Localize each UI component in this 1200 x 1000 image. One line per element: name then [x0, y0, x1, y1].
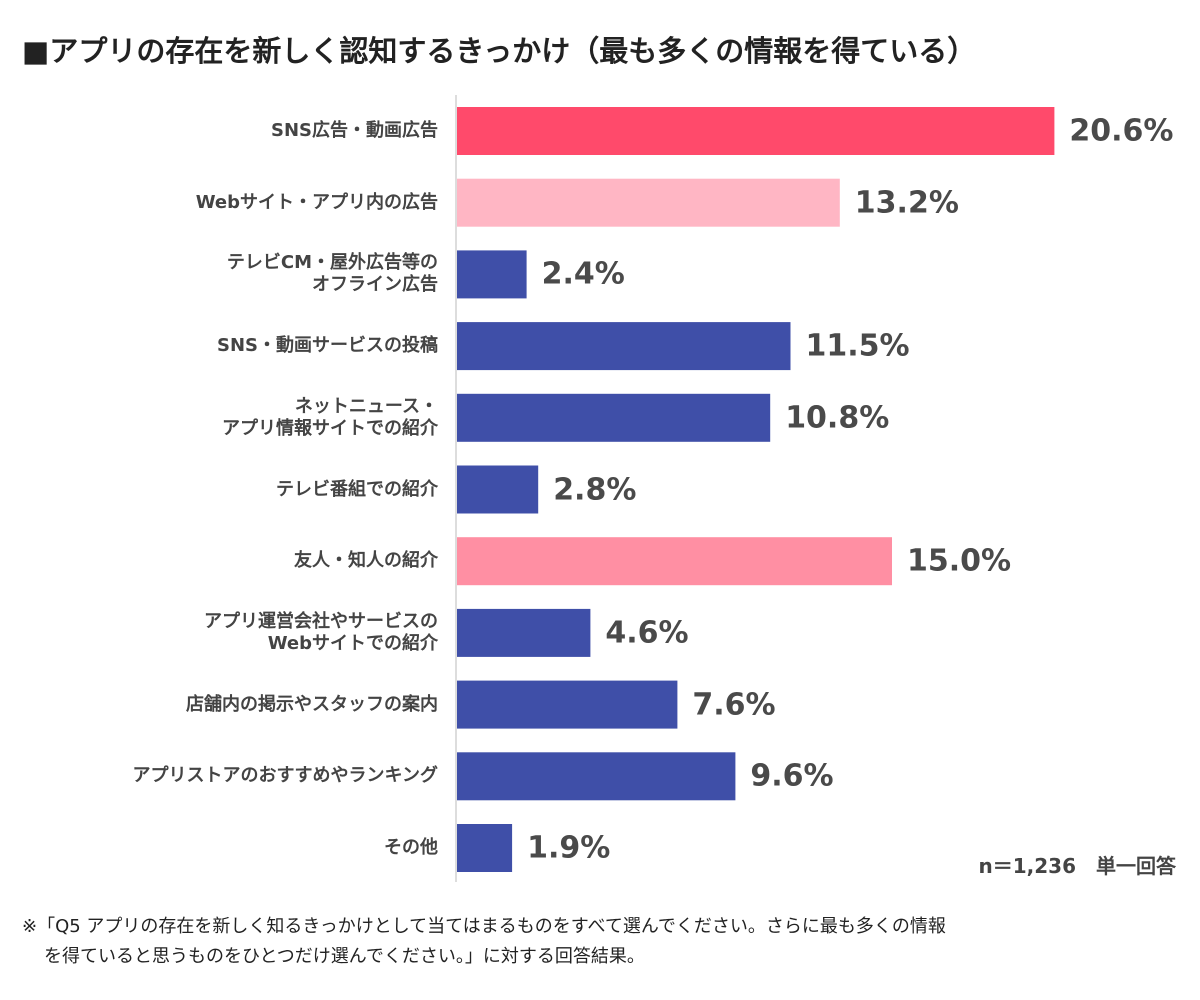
- category-label: アプリストアのおすすめやランキング: [132, 765, 438, 787]
- bar-3: [457, 322, 791, 371]
- category-label: ネットニュース・ アプリ情報サイトでの紹介: [222, 395, 438, 439]
- value-label: 7.6%: [692, 687, 776, 723]
- bar-5: [457, 465, 539, 514]
- category-label: テレビ番組での紹介: [276, 478, 438, 500]
- category-label: テレビCM・屋外広告等の オフライン広告: [226, 252, 438, 296]
- category-label: 店舗内の掲示やスタッフの案内: [186, 693, 438, 715]
- bar-9: [457, 752, 736, 801]
- footnote-line-2: を得ていると思うものをひとつだけ選んでください。」に対する回答結果。: [44, 946, 645, 967]
- value-label: 13.2%: [854, 185, 959, 221]
- value-label: 1.9%: [527, 830, 611, 866]
- category-label: SNS・動画サービスの投稿: [217, 335, 438, 357]
- bar-8: [457, 680, 678, 729]
- category-label: アプリ運営会社やサービスの Webサイトでの紹介: [204, 610, 438, 654]
- bar-4: [457, 393, 771, 442]
- category-label: Webサイト・アプリ内の広告: [195, 191, 438, 213]
- value-label: 15.0%: [907, 543, 1012, 579]
- value-label: 11.5%: [805, 328, 910, 364]
- value-label: 10.8%: [785, 400, 890, 436]
- value-label: 20.6%: [1069, 113, 1174, 149]
- value-label: 9.6%: [750, 758, 834, 794]
- value-label: 4.6%: [605, 615, 689, 651]
- bar-7: [457, 608, 591, 657]
- bar-2: [457, 250, 527, 299]
- chart-title: ■アプリの存在を新しく認知するきっかけ（最も多くの情報を得ている）: [22, 34, 977, 68]
- category-label: 友人・知人の紹介: [294, 550, 438, 572]
- bar-10: [457, 824, 513, 872]
- bar-1: [457, 178, 840, 227]
- bar-6: [457, 537, 892, 586]
- footnote-line-1: ※「Q5 アプリの存在を新しく知るきっかけとして当てはまるものをすべて選んでくだ…: [22, 916, 946, 937]
- category-label: その他: [384, 837, 438, 858]
- bar-0: [457, 107, 1055, 155]
- value-label: 2.4%: [541, 256, 625, 292]
- category-label: SNS広告・動画広告: [271, 120, 438, 141]
- value-label: 2.8%: [553, 472, 637, 507]
- footnote: ※「Q5 アプリの存在を新しく知るきっかけとして当てはまるものをすべて選んでくだ…: [22, 912, 1182, 972]
- sample-size-note: n＝1,236 単一回答: [978, 854, 1177, 878]
